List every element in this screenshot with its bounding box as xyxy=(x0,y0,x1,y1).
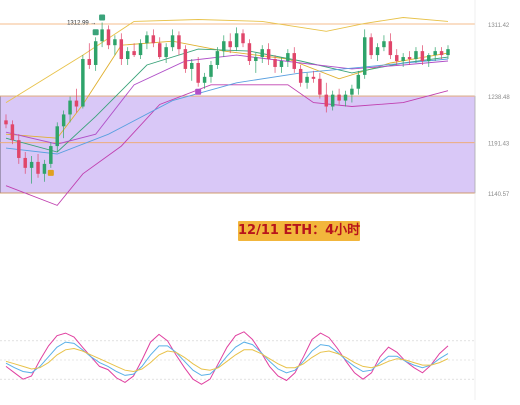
level-label: 1238.48 xyxy=(488,95,510,101)
candle-body xyxy=(100,29,104,42)
level-label: 1191.43 xyxy=(488,142,510,148)
candle-body xyxy=(260,49,264,58)
candle-body xyxy=(369,37,373,56)
support-zone xyxy=(0,95,476,194)
candle-body xyxy=(196,62,200,83)
candle-body xyxy=(254,57,258,62)
candle-body xyxy=(170,35,175,48)
candle-body xyxy=(222,41,226,52)
candle-body xyxy=(10,124,15,141)
candle-body xyxy=(190,62,194,69)
candle-body xyxy=(298,68,303,83)
moving-average-4 xyxy=(5,58,449,155)
candle-body xyxy=(23,157,27,168)
candle-body xyxy=(446,49,450,56)
chart-title: 12/11 ETH：4小时 xyxy=(238,221,360,241)
oscillator-line-1 xyxy=(5,331,449,385)
candle-body xyxy=(401,57,405,62)
candle-body xyxy=(145,35,149,44)
candle-body xyxy=(324,94,329,107)
candle-body xyxy=(382,41,386,48)
candle-body xyxy=(132,51,136,56)
candle-body xyxy=(350,88,354,95)
high-marker-label: 1312.99 → xyxy=(67,20,96,26)
candle-body xyxy=(113,39,117,46)
candle-body xyxy=(414,51,418,60)
candle-body xyxy=(286,53,290,62)
candle-body xyxy=(330,94,335,107)
candle-body xyxy=(234,33,239,48)
candle-body xyxy=(343,94,348,101)
candle-body xyxy=(164,47,168,58)
candle-body xyxy=(395,55,399,62)
candle-body xyxy=(266,49,271,60)
candle-body xyxy=(55,126,59,147)
candle-body xyxy=(273,59,277,67)
candle-body xyxy=(49,146,53,164)
candle-body xyxy=(247,43,252,62)
candle-body xyxy=(311,76,316,79)
signal-marker xyxy=(47,169,54,176)
candle-body xyxy=(241,33,245,44)
candle-body xyxy=(183,49,188,69)
candle-body xyxy=(138,43,143,56)
candle-body xyxy=(125,51,130,60)
signal-marker xyxy=(99,14,106,21)
candle-body xyxy=(87,59,92,65)
oscillator-line-3 xyxy=(5,347,449,373)
candle-body xyxy=(119,39,124,60)
candle-body xyxy=(292,53,296,69)
candle-body xyxy=(93,41,98,65)
candle-body xyxy=(215,51,220,65)
candle-body xyxy=(362,37,367,75)
candle-body xyxy=(433,51,437,56)
candle-body xyxy=(388,41,393,56)
candle-body xyxy=(427,55,431,62)
candle-body xyxy=(318,78,322,95)
candle-body xyxy=(202,76,207,83)
candle-body xyxy=(228,41,232,48)
candle-body xyxy=(106,29,111,46)
candle-body xyxy=(61,114,66,127)
candle-body xyxy=(29,161,34,168)
bollinger-lower xyxy=(5,84,449,206)
candle-body xyxy=(42,163,47,174)
candle-body xyxy=(36,161,40,174)
candle-body xyxy=(177,35,181,50)
candle-body xyxy=(337,94,341,101)
signal-marker xyxy=(92,29,99,36)
oscillator-line-2 xyxy=(5,341,449,376)
signal-marker xyxy=(195,88,202,95)
candle-body xyxy=(375,47,380,56)
candle-body xyxy=(356,74,361,89)
candle-body xyxy=(158,43,162,58)
moving-average-3 xyxy=(5,54,449,145)
level-label: 1311.42 xyxy=(488,23,510,29)
candle-body xyxy=(4,120,8,125)
candle-body xyxy=(209,64,213,77)
candle-body xyxy=(439,51,444,56)
candle-body xyxy=(74,100,79,107)
candle-body xyxy=(305,76,309,83)
candle-body xyxy=(81,59,85,107)
candle-body xyxy=(17,140,21,158)
candle-body xyxy=(420,51,425,62)
candle-body xyxy=(279,61,284,67)
bollinger-upper xyxy=(5,17,449,103)
candle-body xyxy=(68,100,72,115)
candle-body xyxy=(151,35,156,44)
candle-body xyxy=(407,57,412,60)
level-label: 1140.57 xyxy=(488,192,510,198)
